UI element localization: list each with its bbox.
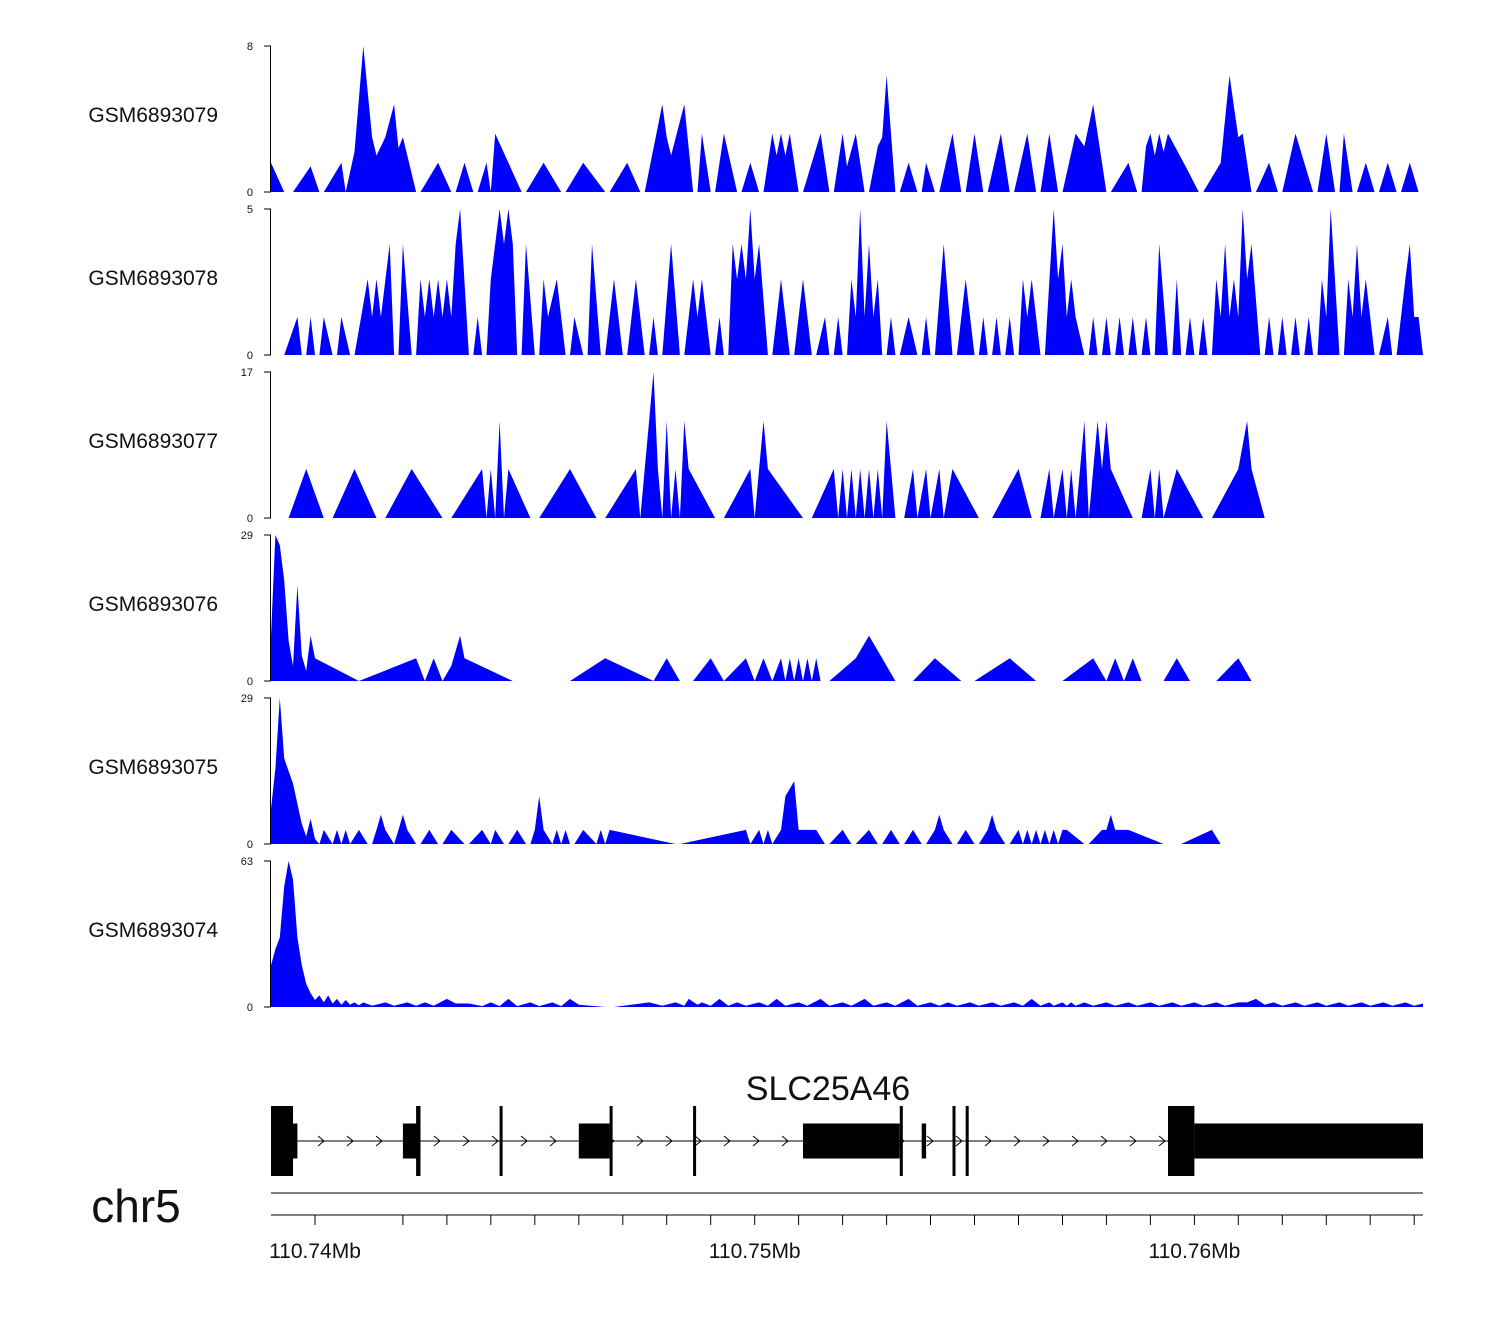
strand-arrow — [1158, 1135, 1166, 1147]
strand-arrow — [317, 1135, 325, 1147]
signal-tracks: GSM689307980GSM689307850GSM6893077170GSM… — [88, 41, 1423, 1014]
y-axis-max-label: 63 — [241, 856, 253, 868]
strand-arrow — [752, 1135, 760, 1147]
signal-area — [271, 535, 1252, 681]
y-axis-min-label: 0 — [247, 1002, 253, 1014]
track-name-label: GSM6893074 — [88, 919, 218, 942]
strand-arrow — [346, 1135, 354, 1147]
exon-utr — [1194, 1123, 1423, 1159]
signal-area — [271, 46, 1423, 192]
strand-arrow — [1100, 1135, 1108, 1147]
y-axis-min-label: 0 — [247, 187, 253, 199]
track-GSM6893078: GSM6893078 5 0 — [88, 204, 1423, 362]
strand-arrow — [694, 1135, 702, 1147]
track-name-label: GSM6893077 — [88, 430, 218, 453]
track-GSM6893074: GSM6893074 63 0 — [88, 856, 1423, 1014]
exon-utr — [803, 1123, 900, 1159]
track-GSM6893075: GSM6893075 29 0 — [88, 693, 1221, 851]
track-name-label: GSM6893078 — [88, 267, 218, 290]
signal-area — [271, 698, 1221, 844]
exon-coding — [899, 1106, 903, 1176]
strand-arrow — [926, 1135, 934, 1147]
exon-utr — [921, 1123, 927, 1159]
strand-arrow — [549, 1135, 557, 1147]
track-name-label: GSM6893079 — [88, 104, 218, 127]
y-axis-max-label: 17 — [241, 367, 253, 379]
strand-arrow — [375, 1135, 383, 1147]
strand-arrow — [1013, 1135, 1021, 1147]
y-axis-max-label: 29 — [241, 530, 253, 542]
exon-utr — [578, 1123, 610, 1159]
track-GSM6893076: GSM6893076 29 0 — [88, 530, 1252, 688]
signal-area — [271, 861, 1423, 1007]
y-axis-min-label: 0 — [247, 676, 253, 688]
strand-arrow — [636, 1135, 644, 1147]
exon-coding — [416, 1106, 421, 1176]
y-axis-min-label: 0 — [247, 839, 253, 851]
strand-arrow — [462, 1135, 470, 1147]
exon-coding — [1168, 1106, 1195, 1176]
y-axis-max-label: 8 — [247, 41, 253, 53]
y-axis-min-label: 0 — [247, 513, 253, 525]
exon-coding — [965, 1106, 969, 1176]
strand-arrow — [1129, 1135, 1137, 1147]
y-axis-max-label: 5 — [247, 204, 253, 216]
chromosome-label: chr5 — [91, 1180, 180, 1232]
exon-coding — [499, 1106, 503, 1176]
gene-model: SLC25A46 — [271, 1070, 1423, 1176]
track-name-label: GSM6893076 — [88, 593, 218, 616]
track-name-label: GSM6893075 — [88, 756, 218, 779]
strand-arrow — [520, 1135, 528, 1147]
strand-arrow — [491, 1135, 499, 1147]
exon-coding — [693, 1106, 697, 1176]
exon-coding — [609, 1106, 613, 1176]
strand-arrow — [1042, 1135, 1050, 1147]
strand-arrow — [433, 1135, 441, 1147]
genome-axis: chr5 110.74Mb 110.75Mb 110.76Mb — [91, 1180, 1423, 1263]
signal-area — [271, 372, 1265, 518]
axis-tick-label: 110.75Mb — [709, 1240, 801, 1263]
strand-arrow — [984, 1135, 992, 1147]
axis-tick-label: 110.76Mb — [1148, 1240, 1240, 1263]
gene-label: SLC25A46 — [746, 1070, 910, 1108]
exon-coding — [952, 1106, 956, 1176]
strand-arrow — [955, 1135, 963, 1147]
strand-arrow — [723, 1135, 731, 1147]
track-GSM6893079: GSM6893079 8 0 — [88, 41, 1423, 199]
y-axis-min-label: 0 — [247, 350, 253, 362]
strand-arrow — [1071, 1135, 1079, 1147]
axis-tick-label: 110.74Mb — [269, 1240, 361, 1263]
y-axis-max-label: 29 — [241, 693, 253, 705]
strand-arrow — [665, 1135, 673, 1147]
exon-utr — [284, 1123, 298, 1159]
signal-area — [271, 209, 1423, 355]
strand-arrow — [781, 1135, 789, 1147]
track-GSM6893077: GSM6893077 17 0 — [88, 367, 1265, 525]
